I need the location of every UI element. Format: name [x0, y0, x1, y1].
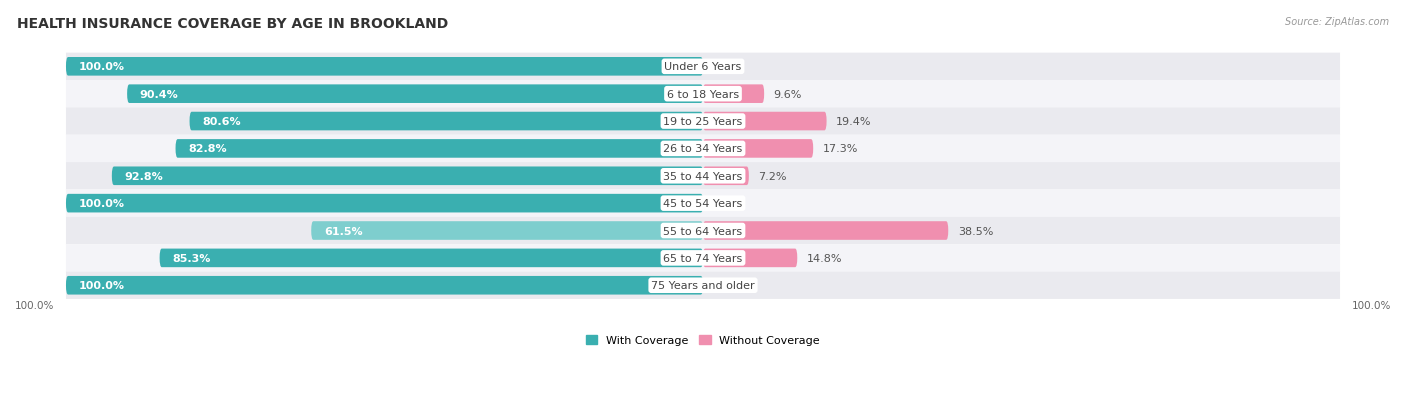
FancyBboxPatch shape [703, 85, 763, 104]
FancyBboxPatch shape [176, 140, 703, 158]
Text: 80.6%: 80.6% [202, 117, 240, 127]
FancyBboxPatch shape [703, 140, 813, 158]
FancyBboxPatch shape [703, 112, 827, 131]
Text: 7.2%: 7.2% [758, 171, 787, 181]
Text: 0.0%: 0.0% [713, 280, 741, 291]
Text: 0.0%: 0.0% [713, 199, 741, 209]
Text: 14.8%: 14.8% [807, 253, 842, 263]
FancyBboxPatch shape [160, 249, 703, 268]
Text: 75 Years and older: 75 Years and older [651, 280, 755, 291]
FancyBboxPatch shape [703, 249, 797, 268]
Text: Under 6 Years: Under 6 Years [665, 62, 741, 72]
Text: 100.0%: 100.0% [15, 301, 55, 311]
Text: 6 to 18 Years: 6 to 18 Years [666, 90, 740, 100]
Text: HEALTH INSURANCE COVERAGE BY AGE IN BROOKLAND: HEALTH INSURANCE COVERAGE BY AGE IN BROO… [17, 17, 449, 31]
FancyBboxPatch shape [66, 195, 703, 213]
Text: 100.0%: 100.0% [79, 62, 125, 72]
FancyBboxPatch shape [66, 81, 1340, 108]
FancyBboxPatch shape [66, 272, 1340, 299]
Text: 9.6%: 9.6% [773, 90, 801, 100]
FancyBboxPatch shape [703, 167, 749, 185]
FancyBboxPatch shape [66, 217, 1340, 244]
FancyBboxPatch shape [66, 163, 1340, 190]
FancyBboxPatch shape [66, 54, 1340, 81]
Text: 85.3%: 85.3% [173, 253, 211, 263]
FancyBboxPatch shape [703, 222, 948, 240]
Text: 19 to 25 Years: 19 to 25 Years [664, 117, 742, 127]
FancyBboxPatch shape [127, 85, 703, 104]
Text: 17.3%: 17.3% [823, 144, 858, 154]
Text: 100.0%: 100.0% [1351, 301, 1391, 311]
FancyBboxPatch shape [66, 58, 703, 76]
Text: 26 to 34 Years: 26 to 34 Years [664, 144, 742, 154]
Text: 90.4%: 90.4% [139, 90, 179, 100]
Text: 35 to 44 Years: 35 to 44 Years [664, 171, 742, 181]
Text: 0.0%: 0.0% [713, 62, 741, 72]
Text: 82.8%: 82.8% [188, 144, 226, 154]
Text: 55 to 64 Years: 55 to 64 Years [664, 226, 742, 236]
FancyBboxPatch shape [66, 135, 1340, 163]
Text: Source: ZipAtlas.com: Source: ZipAtlas.com [1285, 17, 1389, 26]
FancyBboxPatch shape [112, 167, 703, 185]
FancyBboxPatch shape [66, 276, 703, 295]
Text: 92.8%: 92.8% [125, 171, 163, 181]
FancyBboxPatch shape [66, 244, 1340, 272]
FancyBboxPatch shape [311, 222, 703, 240]
Text: 61.5%: 61.5% [323, 226, 363, 236]
Text: 45 to 54 Years: 45 to 54 Years [664, 199, 742, 209]
Text: 100.0%: 100.0% [79, 199, 125, 209]
FancyBboxPatch shape [66, 190, 1340, 217]
Text: 100.0%: 100.0% [79, 280, 125, 291]
FancyBboxPatch shape [190, 112, 703, 131]
Legend: With Coverage, Without Coverage: With Coverage, Without Coverage [582, 330, 824, 350]
FancyBboxPatch shape [66, 108, 1340, 135]
Text: 38.5%: 38.5% [957, 226, 993, 236]
Text: 19.4%: 19.4% [837, 117, 872, 127]
Text: 65 to 74 Years: 65 to 74 Years [664, 253, 742, 263]
